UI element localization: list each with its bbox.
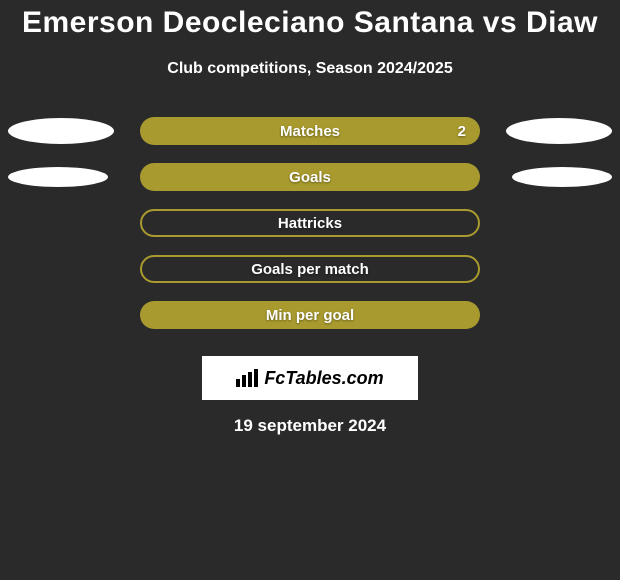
- stat-bar: Hattricks: [140, 209, 480, 237]
- stat-label: Hattricks: [278, 215, 342, 232]
- date-text: 19 september 2024: [0, 416, 620, 436]
- left-ellipse: [8, 118, 114, 144]
- right-ellipse: [506, 118, 612, 144]
- logo-box[interactable]: FcTables.com: [202, 356, 418, 400]
- card-subtitle: Club competitions, Season 2024/2025: [0, 60, 620, 78]
- card-title: Emerson Deocleciano Santana vs Diaw: [0, 6, 620, 40]
- stat-bar: Min per goal: [140, 301, 480, 329]
- stat-row: Matches 2: [0, 108, 620, 154]
- stats-card: Emerson Deocleciano Santana vs Diaw Club…: [0, 0, 620, 436]
- stat-row: Min per goal: [0, 292, 620, 338]
- stat-value-right: 2: [458, 123, 466, 140]
- stat-bar: Goals: [140, 163, 480, 191]
- stat-bar: Goals per match: [140, 255, 480, 283]
- logo-text: FcTables.com: [264, 368, 383, 389]
- stat-label: Goals per match: [251, 261, 369, 278]
- stat-row: Goals: [0, 154, 620, 200]
- stat-label: Goals: [289, 169, 331, 186]
- left-ellipse: [8, 167, 108, 187]
- stat-label: Min per goal: [266, 307, 354, 324]
- stat-label: Matches: [280, 123, 340, 140]
- stat-bar: Matches 2: [140, 117, 480, 145]
- bar-chart-icon: [236, 369, 258, 387]
- stat-row: Hattricks: [0, 200, 620, 246]
- stat-row: Goals per match: [0, 246, 620, 292]
- stat-rows: Matches 2 Goals Hattricks Goals per match Min…: [0, 108, 620, 338]
- right-ellipse: [512, 167, 612, 187]
